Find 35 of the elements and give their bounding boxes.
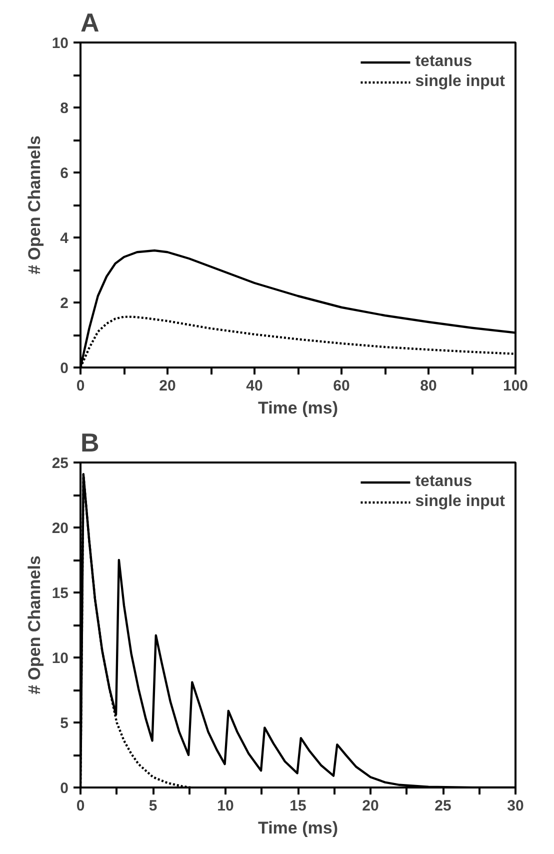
x-tick-label: 40 — [246, 378, 263, 394]
x-axis-title: Time (ms) — [258, 398, 338, 418]
y-tick-label: 6 — [60, 165, 68, 182]
y-tick-label: 25 — [52, 455, 69, 472]
chart-title: A — [80, 8, 100, 38]
x-tick-label: 60 — [333, 378, 350, 394]
x-tick-label: 100 — [502, 378, 528, 394]
x-tick-label: 10 — [217, 798, 234, 814]
y-tick-label: 15 — [52, 585, 69, 602]
x-tick-label: 20 — [362, 798, 379, 814]
legend-label: tetanus — [415, 473, 472, 491]
y-tick-label: 0 — [60, 780, 68, 797]
legend-label: tetanus — [415, 53, 472, 71]
x-tick-label: 15 — [290, 798, 306, 814]
x-tick-label: 25 — [434, 798, 452, 814]
x-tick-label: 0 — [76, 378, 85, 394]
x-tick-label: 20 — [159, 378, 176, 394]
x-axis-title: Time (ms) — [258, 818, 338, 838]
x-tick-label: 0 — [76, 798, 85, 814]
y-tick-label: 10 — [52, 650, 69, 667]
y-axis-title: # Open Channels — [24, 556, 44, 694]
legend-label: single input — [415, 73, 505, 91]
x-tick-label: 30 — [507, 798, 524, 814]
x-tick-label: 80 — [420, 378, 437, 394]
y-tick-label: 5 — [60, 715, 68, 732]
chart-title: B — [80, 428, 100, 458]
y-tick-label: 20 — [52, 520, 69, 537]
y-tick-label: 4 — [60, 230, 70, 247]
legend-label: single input — [415, 493, 505, 511]
x-tick-label: 5 — [148, 798, 158, 814]
y-tick-label: 10 — [52, 35, 69, 52]
y-tick-label: 2 — [60, 295, 68, 312]
y-tick-label: 0 — [60, 360, 68, 377]
y-axis-title: # Open Channels — [24, 136, 44, 274]
y-tick-label: 8 — [60, 100, 68, 117]
